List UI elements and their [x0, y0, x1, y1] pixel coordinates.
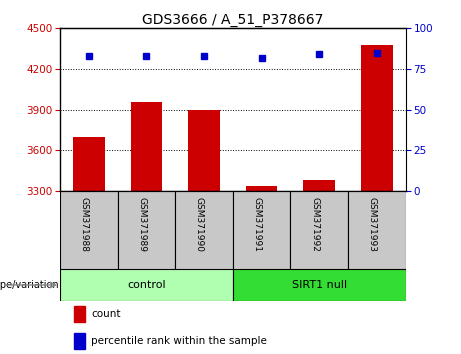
Bar — [175, 191, 233, 269]
Text: GSM371989: GSM371989 — [137, 198, 146, 252]
Bar — [246, 186, 278, 191]
Bar — [74, 306, 85, 322]
Text: control: control — [127, 280, 165, 290]
Text: GSM371991: GSM371991 — [253, 198, 262, 252]
Bar — [303, 180, 335, 191]
Bar — [361, 45, 393, 191]
Text: GSM371992: GSM371992 — [310, 198, 319, 252]
Bar — [233, 269, 406, 301]
Bar — [118, 191, 175, 269]
Title: GDS3666 / A_51_P378667: GDS3666 / A_51_P378667 — [142, 13, 324, 27]
Bar — [60, 191, 118, 269]
Text: GSM371988: GSM371988 — [80, 198, 89, 252]
Bar — [60, 269, 233, 301]
Bar — [73, 137, 105, 191]
Bar — [348, 191, 406, 269]
Text: GSM371993: GSM371993 — [368, 198, 377, 252]
Bar — [188, 110, 220, 191]
Text: genotype/variation: genotype/variation — [0, 280, 59, 290]
Bar — [130, 102, 162, 191]
Text: count: count — [91, 309, 120, 319]
Bar — [290, 191, 348, 269]
Bar — [74, 333, 85, 349]
Text: percentile rank within the sample: percentile rank within the sample — [91, 336, 267, 346]
Text: SIRT1 null: SIRT1 null — [292, 280, 347, 290]
Text: GSM371990: GSM371990 — [195, 198, 204, 252]
Bar — [233, 191, 290, 269]
